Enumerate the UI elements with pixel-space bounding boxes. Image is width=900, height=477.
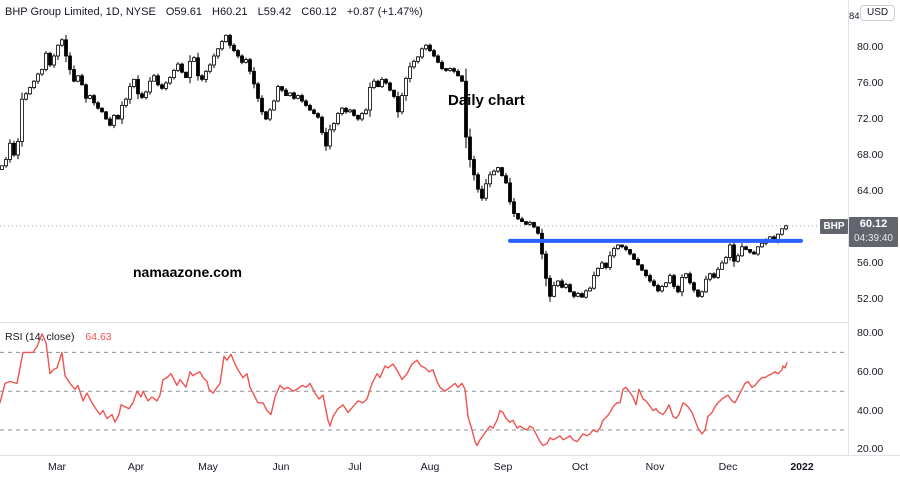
time-axis-label: Apr	[127, 461, 145, 473]
price-axis-label: 76.00	[857, 77, 884, 89]
time-axis-label: Jun	[272, 461, 290, 473]
watermark-text: namaazone.com	[133, 264, 242, 280]
last-price-badge: 60.12 04:39:40	[849, 217, 898, 247]
time-axis-label: May	[198, 461, 218, 473]
bar-countdown: 04:39:40	[854, 233, 893, 244]
rsi-label[interactable]: RSI (14, close)	[5, 331, 75, 343]
rsi-axis-label: 60.00	[857, 366, 884, 378]
rsi-value: 64.63	[85, 331, 112, 343]
time-axis[interactable]: Mar Apr May Jun Jul Aug Sep Oct Nov Dec 2022	[0, 455, 900, 477]
price-axis-label: 68.00	[857, 149, 884, 161]
time-axis-label: Jul	[348, 461, 362, 473]
axis-top-partial-label: 84	[849, 11, 860, 22]
time-axis-label: Aug	[420, 461, 440, 473]
ohlc-open: O59.61	[165, 6, 202, 18]
rsi-axis-label: 40.00	[857, 405, 884, 417]
daily-chart-annotation: Daily chart	[448, 92, 525, 109]
rsi-line	[0, 333, 788, 447]
ohlc-low: L59.42	[257, 6, 292, 18]
time-axis-label: Oct	[571, 461, 589, 473]
price-axis-label: 80.00	[857, 41, 884, 53]
time-axis-label: 2022	[790, 461, 814, 473]
time-axis-label: Dec	[718, 461, 738, 473]
ohlc-close: C60.12	[301, 6, 337, 18]
price-axis-label: 56.00	[857, 257, 884, 269]
symbol-header: BHP Group Limited, 1D, NYSE O59.61 H60.2…	[5, 6, 430, 18]
ohlc-change: +0.87 (+1.47%)	[346, 6, 423, 18]
rsi-legend[interactable]: RSI (14, close) 64.63	[5, 331, 112, 343]
time-axis-label: Mar	[47, 461, 67, 473]
rsi-axis-label: 20.00	[857, 443, 884, 455]
symbol-title: BHP Group Limited, 1D, NYSE	[5, 6, 156, 18]
currency-usd-button[interactable]: USD	[860, 5, 896, 21]
pane-separator[interactable]	[0, 322, 900, 323]
rsi-axis-label: 80.00	[857, 327, 884, 339]
price-axis-label: 52.00	[857, 293, 884, 305]
price-axis-label: 64.00	[857, 185, 884, 197]
symbol-price-flag: BHP	[820, 219, 848, 234]
time-axis-label: Sep	[493, 461, 513, 473]
time-axis-label: Nov	[645, 461, 665, 473]
price-axis-label: 72.00	[857, 113, 884, 125]
candlestick-series	[0, 33, 788, 302]
last-price-value: 60.12	[859, 218, 888, 230]
ohlc-high: H60.21	[212, 6, 248, 18]
